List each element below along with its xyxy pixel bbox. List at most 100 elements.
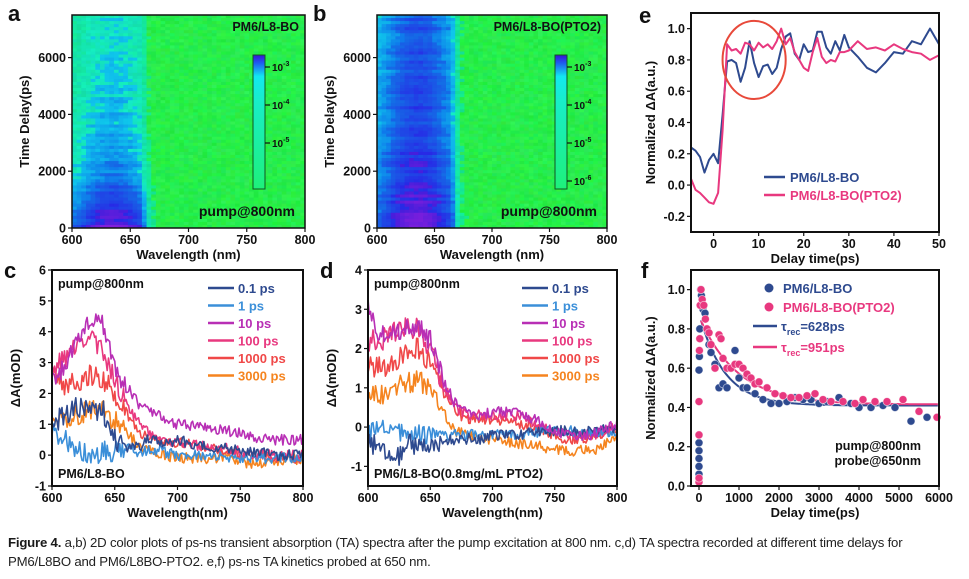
x-tick-label: 50 xyxy=(932,237,946,251)
colorbar-tick-label: 10-4 xyxy=(574,99,591,112)
y-tick-label: 2 xyxy=(355,342,362,356)
data-point xyxy=(706,348,716,357)
x-tick-label: 4000 xyxy=(845,491,873,505)
data-point xyxy=(695,346,704,355)
series-line-10-ps xyxy=(51,313,304,446)
y-tick-label: 0 xyxy=(355,421,362,435)
heatmap-cells xyxy=(377,15,608,229)
y-tick-label: 0 xyxy=(59,222,66,236)
figure-caption: Figure 4. a,b) 2D color plots of ps-ns t… xyxy=(8,533,963,571)
data-point xyxy=(794,393,804,403)
x-tick-label: 0 xyxy=(710,237,717,251)
x-tick-label: 750 xyxy=(539,233,560,247)
x-tick-label: 0 xyxy=(696,491,703,505)
panel-a: 10-3 10-4 10-5 PM6/L8-BO pump@800nm 600 650 700… xyxy=(8,1,315,262)
data-point xyxy=(694,397,704,407)
legend-label: 100 ps xyxy=(238,334,278,349)
legend-marker xyxy=(764,283,774,293)
panel-d: 0.1 ps 1 ps 10 ps 100 ps 1000 ps 3000 ps pump@… xyxy=(320,258,627,520)
sample-annotation: PM6/L8-BO xyxy=(58,467,125,481)
caption-text: a,b) 2D color plots of ps-ns transient a… xyxy=(8,535,903,569)
panel-letter: f xyxy=(641,258,649,283)
highlight-circle xyxy=(721,19,787,101)
data-point xyxy=(778,391,788,401)
panel-letter: d xyxy=(320,258,333,283)
data-point xyxy=(870,397,880,407)
panel-title: PM6/L8-BO(PTO2) xyxy=(494,20,601,34)
y-tick-label: 0 xyxy=(39,449,46,463)
data-point xyxy=(696,285,706,295)
y-tick-label: -0.2 xyxy=(663,210,685,224)
pump-annotation: pump@800nm xyxy=(501,203,597,219)
data-point xyxy=(704,328,714,338)
colorbar xyxy=(252,54,266,190)
legend-label: τrec=951ps xyxy=(781,340,845,358)
y-tick-label: 6000 xyxy=(38,51,66,65)
y-tick-label: 0.8 xyxy=(668,53,685,67)
probe-annotation: pump@800nm xyxy=(835,439,921,453)
data-point xyxy=(734,373,744,383)
x-tick-label: 650 xyxy=(424,233,445,247)
x-tick-label: 20 xyxy=(797,237,811,251)
x-tick-label: 800 xyxy=(597,233,618,247)
data-point xyxy=(882,397,892,407)
series-line-1-ps xyxy=(51,423,304,465)
legend-label: 10 ps xyxy=(552,316,585,331)
probe-annotation: probe@650nm xyxy=(834,454,921,468)
legend-label: τrec=628ps xyxy=(781,319,845,337)
y-tick-label: 2000 xyxy=(38,165,66,179)
x-tick-label: 30 xyxy=(842,237,856,251)
data-point xyxy=(716,334,726,344)
y-tick-label: 1.0 xyxy=(668,22,685,36)
panel-letter: a xyxy=(8,1,21,26)
pump-annotation: pump@800nm xyxy=(58,277,144,291)
y-tick-label: 0 xyxy=(364,222,371,236)
y-tick-label: 0.2 xyxy=(668,147,685,161)
data-point xyxy=(754,377,764,387)
plot-frame xyxy=(690,269,940,487)
x-tick-label: 1000 xyxy=(725,491,753,505)
y-axis-label: ΔA(mOD) xyxy=(324,349,339,407)
x-tick-label: 700 xyxy=(167,491,188,505)
data-point xyxy=(762,383,772,393)
data-point xyxy=(694,473,704,483)
sample-annotation: PM6/L8-BO(0.8mg/mL PTO2) xyxy=(374,467,543,481)
x-tick-label: 6000 xyxy=(925,491,953,505)
data-point xyxy=(766,399,776,408)
y-axis-label: Normalized ΔA(a.u.) xyxy=(643,61,658,184)
x-tick-label: 10 xyxy=(752,237,766,251)
y-tick-label: 3 xyxy=(39,356,46,370)
data-point xyxy=(722,383,732,393)
y-axis-label: Time Delay(ps) xyxy=(17,75,32,167)
x-axis-label: Wavelength (nm) xyxy=(440,247,544,262)
x-axis-label: Wavelength(nm) xyxy=(127,505,228,520)
colorbar-tick-label: 10-3 xyxy=(574,61,591,74)
x-tick-label: 800 xyxy=(293,491,314,505)
pump-annotation: pump@800nm xyxy=(374,277,460,291)
legend-label: 0.1 ps xyxy=(552,281,589,296)
data-point xyxy=(914,406,924,416)
pump-annotation: pump@800nm xyxy=(199,203,295,219)
x-tick-label: 750 xyxy=(230,491,251,505)
legend-label: PM6/L8-BO xyxy=(783,281,852,296)
x-tick-label: 700 xyxy=(178,233,199,247)
x-tick-label: 3000 xyxy=(805,491,833,505)
data-point xyxy=(750,389,760,399)
data-point xyxy=(710,363,720,373)
y-tick-label: 0.0 xyxy=(668,179,685,193)
data-point xyxy=(770,389,780,399)
x-axis-label: Wavelength(nm) xyxy=(442,505,543,520)
data-point xyxy=(890,403,900,412)
series-line-0.1-ps xyxy=(51,396,304,462)
y-tick-label: 4000 xyxy=(343,108,371,122)
legend-marker xyxy=(764,302,774,312)
data-point xyxy=(786,393,796,403)
data-point xyxy=(695,334,705,344)
data-point xyxy=(694,438,704,448)
data-point xyxy=(694,365,704,375)
legend-label: 3000 ps xyxy=(552,369,600,384)
y-tick-label: -1 xyxy=(351,460,362,474)
series-line-1000-ps xyxy=(367,337,618,445)
data-point xyxy=(695,324,705,334)
